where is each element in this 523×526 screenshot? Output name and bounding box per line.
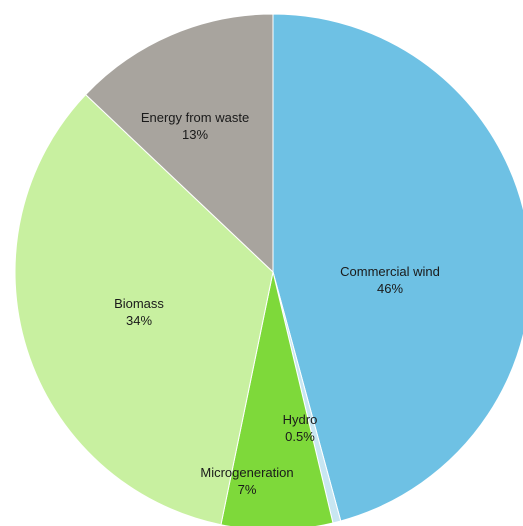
slice-label-microgeneration: Microgeneration 7%	[200, 465, 293, 497]
slice-label-commercial-wind: Commercial wind 46%	[340, 264, 440, 296]
slice-value: 34%	[126, 313, 152, 328]
slice-name: Commercial wind	[340, 264, 440, 279]
slice-value: 13%	[182, 127, 208, 142]
pie-slice-biomass	[14, 93, 274, 526]
slice-name: Biomass	[114, 296, 164, 311]
slice-name: Microgeneration	[200, 465, 293, 480]
pie-slices	[14, 13, 523, 526]
pie-slice-commercial-wind	[272, 13, 523, 522]
slice-label-energy-from-waste: Energy from waste 13%	[141, 110, 249, 142]
pie-slice-energy-from-waste	[84, 13, 274, 274]
slice-name: Hydro	[283, 412, 318, 427]
slice-label-hydro: Hydro 0.5%	[283, 412, 318, 444]
slice-label-biomass: Biomass 34%	[114, 296, 164, 328]
slice-name: Energy from waste	[141, 110, 249, 125]
slice-value: 7%	[238, 482, 257, 497]
pie-slice-microgeneration	[220, 271, 334, 526]
slice-value: 0.5%	[285, 429, 315, 444]
pie-labels: Commercial wind 46% Hydro 0.5% Microgenerati…	[114, 110, 440, 497]
slice-value: 46%	[377, 281, 403, 296]
